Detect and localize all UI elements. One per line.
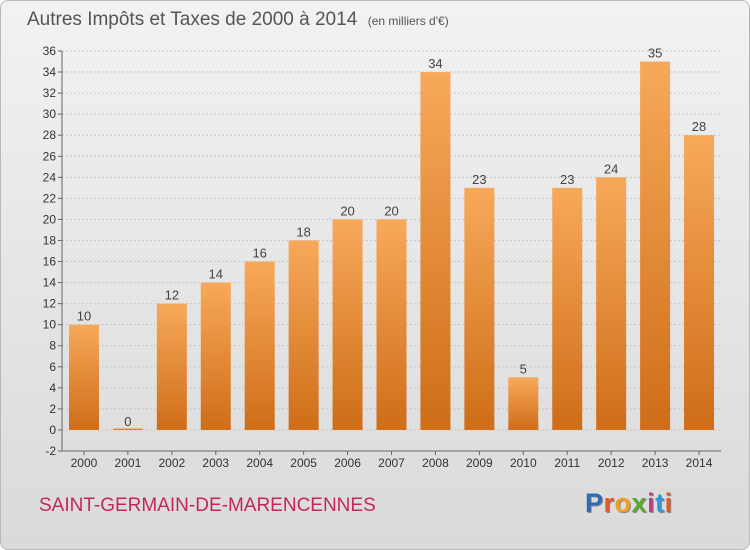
x-tick-label: 2012 <box>598 456 625 470</box>
bar-value-label: 24 <box>604 161 618 176</box>
y-tick-label: 10 <box>43 318 57 332</box>
y-tick-label: 0 <box>49 423 56 437</box>
y-tick-label: 30 <box>43 107 57 121</box>
chart-title: Autres Impôts et Taxes de 2000 à 2014 <box>27 9 358 30</box>
bar-value-label: 28 <box>692 119 706 134</box>
bar-value-label: 23 <box>560 172 574 187</box>
x-tick-label: 2001 <box>115 456 142 470</box>
y-tick-label: 26 <box>43 149 57 163</box>
y-tick-label: 12 <box>43 297 57 311</box>
y-tick-label: 28 <box>43 128 57 142</box>
bar-value-label: 5 <box>520 361 527 376</box>
y-tick-label: 16 <box>43 255 57 269</box>
bar-2006 <box>332 219 363 430</box>
logo-letter: r <box>603 488 615 518</box>
y-tick-label: 24 <box>43 170 57 184</box>
x-tick-label: 2009 <box>466 456 493 470</box>
x-tick-label: 2005 <box>290 456 317 470</box>
bar-2010 <box>508 377 539 430</box>
bar-value-label: 12 <box>165 288 179 303</box>
bar-2013 <box>640 61 671 430</box>
bar-2002 <box>156 303 187 430</box>
bar-value-label: 20 <box>384 203 398 218</box>
bar-value-label: 18 <box>296 224 310 239</box>
x-tick-label: 2011 <box>554 456 580 470</box>
y-tick-label: 2 <box>49 402 56 416</box>
bar-value-label: 10 <box>77 309 91 324</box>
bar-value-label: 35 <box>648 46 662 61</box>
logo-letter: o <box>614 488 632 518</box>
y-tick-label: 14 <box>43 276 57 290</box>
bar-value-label: 20 <box>340 203 354 218</box>
bars <box>68 61 715 430</box>
y-tick-label: 32 <box>43 86 57 100</box>
bar-value-label: 23 <box>472 172 486 187</box>
bar-2004 <box>244 261 275 430</box>
bar-2014 <box>684 135 715 430</box>
bar-value-label: 0 <box>124 414 131 429</box>
x-tick-label: 2007 <box>378 456 405 470</box>
y-tick-label: -2 <box>45 444 56 458</box>
logo-letter: x <box>631 488 648 518</box>
bar-value-label: 14 <box>209 267 223 282</box>
y-tick-label: 22 <box>43 191 57 205</box>
bar-value-label: 34 <box>428 56 442 71</box>
bar-2012 <box>596 177 627 430</box>
x-tick-label: 2008 <box>422 456 449 470</box>
bar-2005 <box>288 240 319 430</box>
bar-2000 <box>68 324 99 430</box>
x-tick-label: 2000 <box>71 456 98 470</box>
bar-2003 <box>200 282 231 430</box>
chart-title-block: Autres Impôts et Taxes de 2000 à 2014 (e… <box>27 9 449 31</box>
x-tick-label: 2004 <box>246 456 273 470</box>
value-labels: 10 0 12 14 16 18 20 20 34 23 5 23 24 35 28 <box>77 46 707 429</box>
bar-2007 <box>376 219 407 430</box>
bar-2001 <box>112 428 143 430</box>
logo-letter: i <box>647 488 656 518</box>
x-tick-label: 2013 <box>642 456 669 470</box>
y-tick-label: 34 <box>43 65 57 79</box>
logo-letter: i <box>664 488 673 518</box>
bar-2009 <box>464 187 495 430</box>
bar-2011 <box>552 187 583 430</box>
proxiti-logo[interactable]: Proxiti <box>585 488 673 519</box>
y-tick-label: 18 <box>43 233 57 247</box>
logo-letter: P <box>585 488 604 518</box>
chart-subtitle: (en milliers d'€) <box>367 14 449 28</box>
y-tick-label: 20 <box>43 212 57 226</box>
x-tick-label: 2002 <box>158 456 185 470</box>
x-tick-label: 2006 <box>334 456 361 470</box>
logo-letter: t <box>655 488 665 518</box>
x-tick-label: 2014 <box>686 456 713 470</box>
x-tick-label: 2010 <box>510 456 537 470</box>
y-tick-label: 6 <box>49 360 56 374</box>
bar-value-label: 16 <box>252 246 266 261</box>
bar-2008 <box>420 72 451 430</box>
commune-name: SAINT-GERMAIN-DE-MARENCENNES <box>39 495 376 516</box>
x-tick-label: 2003 <box>202 456 229 470</box>
y-tick-label: 4 <box>49 381 56 395</box>
y-tick-label: 8 <box>49 339 56 353</box>
y-tick-label: 36 <box>43 44 57 58</box>
